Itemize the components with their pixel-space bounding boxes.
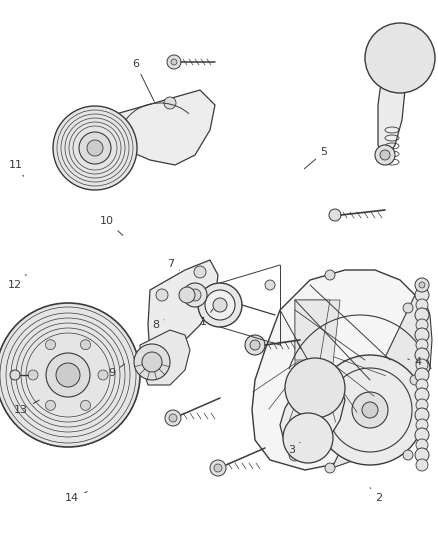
Text: 10: 10 [100, 216, 123, 235]
Circle shape [302, 432, 314, 444]
Circle shape [416, 299, 428, 311]
Circle shape [56, 363, 80, 387]
Circle shape [87, 140, 103, 156]
Circle shape [213, 298, 227, 312]
Circle shape [415, 428, 429, 442]
Text: 8: 8 [152, 320, 164, 330]
Circle shape [415, 388, 429, 402]
Text: 4: 4 [408, 358, 422, 367]
Polygon shape [332, 295, 432, 468]
Circle shape [416, 459, 428, 471]
Circle shape [393, 51, 407, 65]
Circle shape [28, 370, 38, 380]
Polygon shape [280, 380, 345, 455]
Circle shape [415, 288, 429, 302]
Text: 12: 12 [8, 274, 26, 290]
Circle shape [416, 319, 428, 331]
Circle shape [265, 280, 275, 290]
Text: 13: 13 [14, 400, 39, 415]
Circle shape [416, 419, 428, 431]
Circle shape [169, 339, 181, 351]
Text: 1: 1 [200, 309, 213, 327]
Circle shape [198, 283, 242, 327]
Circle shape [283, 413, 333, 463]
Text: 14: 14 [65, 491, 87, 503]
Circle shape [0, 303, 140, 447]
Circle shape [415, 408, 429, 422]
Polygon shape [148, 260, 218, 355]
Circle shape [114, 142, 126, 154]
Circle shape [415, 348, 429, 362]
Circle shape [53, 106, 137, 190]
Circle shape [164, 97, 176, 109]
Circle shape [306, 379, 324, 397]
Polygon shape [140, 330, 190, 385]
Text: 3: 3 [288, 442, 300, 455]
Circle shape [183, 283, 207, 307]
Circle shape [165, 410, 181, 426]
Text: 7: 7 [167, 259, 180, 270]
Circle shape [410, 375, 420, 385]
Circle shape [415, 368, 429, 382]
Circle shape [98, 370, 108, 380]
Text: 6: 6 [132, 59, 154, 101]
Circle shape [10, 370, 20, 380]
Circle shape [375, 145, 395, 165]
Circle shape [46, 400, 56, 410]
Circle shape [46, 340, 56, 350]
Circle shape [189, 289, 201, 301]
Circle shape [81, 400, 91, 410]
Circle shape [415, 308, 429, 322]
Circle shape [365, 23, 435, 93]
Circle shape [325, 463, 335, 473]
Circle shape [210, 460, 226, 476]
Circle shape [205, 290, 235, 320]
Circle shape [352, 392, 388, 428]
Text: 9: 9 [108, 364, 125, 378]
Polygon shape [295, 300, 340, 390]
Text: 5: 5 [304, 147, 328, 169]
Polygon shape [252, 270, 418, 470]
Circle shape [325, 270, 335, 280]
Circle shape [179, 287, 195, 303]
Circle shape [169, 414, 177, 422]
Circle shape [362, 402, 378, 418]
Circle shape [134, 344, 170, 380]
Circle shape [285, 358, 345, 418]
Circle shape [46, 353, 90, 397]
Circle shape [416, 359, 428, 371]
Circle shape [171, 59, 177, 65]
Text: 11: 11 [8, 160, 24, 176]
Circle shape [403, 450, 413, 460]
Polygon shape [92, 90, 215, 165]
Circle shape [415, 448, 429, 462]
Circle shape [315, 355, 425, 465]
Circle shape [194, 266, 206, 278]
Circle shape [167, 55, 181, 69]
Text: 2: 2 [370, 488, 382, 503]
Polygon shape [378, 55, 405, 160]
Circle shape [214, 464, 222, 472]
Circle shape [415, 278, 429, 292]
Circle shape [81, 340, 91, 350]
Circle shape [416, 399, 428, 411]
Circle shape [415, 328, 429, 342]
Circle shape [403, 303, 413, 313]
Circle shape [416, 379, 428, 391]
Circle shape [79, 132, 111, 164]
Circle shape [156, 289, 168, 301]
Circle shape [250, 340, 260, 350]
Circle shape [386, 44, 414, 72]
Circle shape [419, 282, 425, 288]
Circle shape [416, 439, 428, 451]
Circle shape [245, 335, 265, 355]
Circle shape [329, 209, 341, 221]
Circle shape [380, 150, 390, 160]
Polygon shape [295, 300, 330, 360]
Circle shape [142, 352, 162, 372]
Circle shape [416, 339, 428, 351]
Circle shape [289, 449, 301, 461]
